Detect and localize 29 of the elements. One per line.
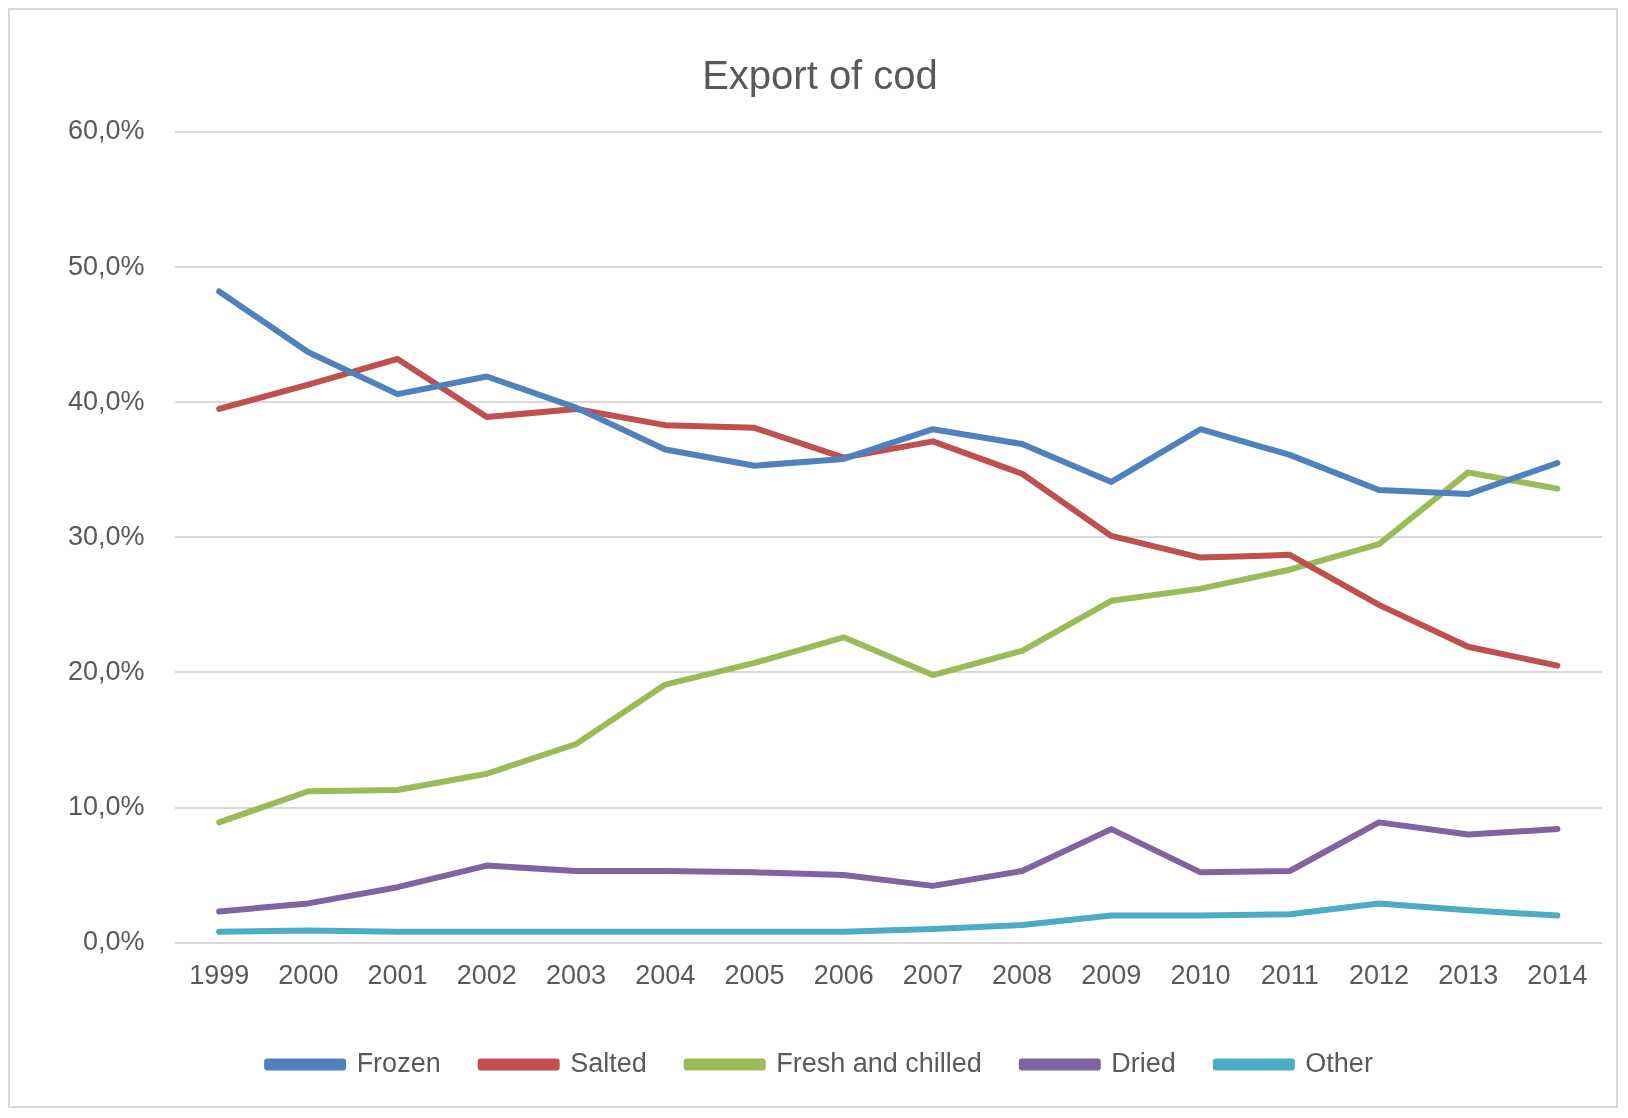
y-tick-label: 30,0%: [67, 520, 145, 551]
x-tick-label: 2009: [1081, 960, 1142, 991]
x-tick-label: 2001: [367, 960, 428, 991]
x-tick-label: 1999: [189, 960, 250, 991]
x-tick-label: 2003: [545, 960, 607, 991]
x-tick-label: 2002: [456, 960, 517, 991]
legend-label: Salted: [570, 1047, 647, 1078]
x-tick-label: 2005: [724, 960, 785, 991]
x-tick-label: 2012: [1348, 960, 1409, 991]
y-tick-label: 10,0%: [67, 790, 145, 821]
y-tick-label: 50,0%: [67, 250, 145, 281]
x-tick-label: 2006: [813, 960, 874, 991]
x-tick-label: 2013: [1438, 960, 1499, 991]
legend-label: Frozen: [356, 1047, 441, 1078]
legend-label: Other: [1305, 1047, 1373, 1078]
y-tick-label: 40,0%: [67, 385, 145, 416]
legend-label: Dried: [1111, 1047, 1176, 1078]
x-tick-label: 2008: [992, 960, 1053, 991]
y-tick-label: 60,0%: [67, 115, 145, 146]
x-tick-label: 2010: [1170, 960, 1231, 991]
x-tick-label: 2014: [1527, 960, 1588, 991]
y-tick-label: 0,0%: [83, 926, 145, 957]
x-tick-label: 2000: [278, 960, 339, 991]
x-tick-label: 2011: [1260, 960, 1319, 991]
x-tick-label: 2007: [902, 960, 963, 991]
chart-title: Export of cod: [702, 53, 938, 98]
y-tick-label: 20,0%: [67, 655, 145, 686]
legend-label: Fresh and chilled: [776, 1047, 982, 1078]
x-tick-label: 2004: [635, 960, 696, 991]
